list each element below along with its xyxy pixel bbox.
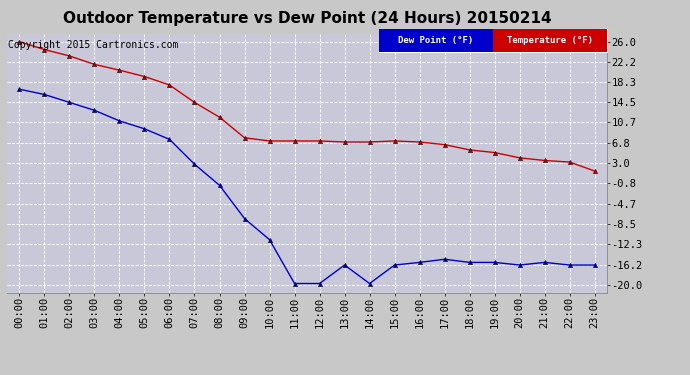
Text: Copyright 2015 Cartronics.com: Copyright 2015 Cartronics.com — [8, 40, 179, 50]
Title: Outdoor Temperature vs Dew Point (24 Hours) 20150214: Outdoor Temperature vs Dew Point (24 Hou… — [63, 11, 551, 26]
